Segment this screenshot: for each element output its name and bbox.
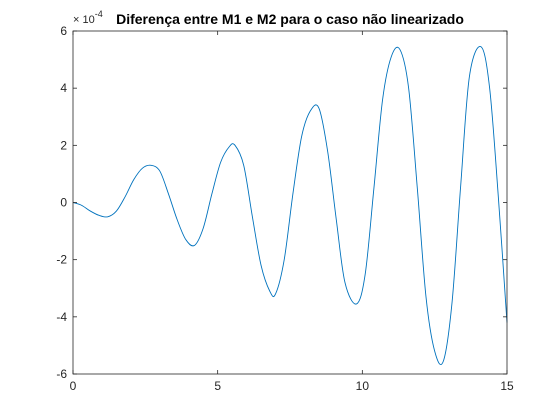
y-exponent-base: × 10 [73, 14, 95, 26]
series-line [72, 46, 508, 365]
y-tick-label: 4 [60, 81, 67, 95]
y-tick-label: 0 [60, 196, 67, 210]
y-tick-label: -4 [56, 310, 67, 324]
y-tick-label: -2 [56, 253, 67, 267]
y-tick-label: 6 [60, 24, 67, 38]
series-layer [72, 46, 508, 365]
x-tick-label: 5 [214, 379, 221, 393]
x-tick-label: 0 [70, 379, 77, 393]
chart-title: Diferença entre M1 e M2 para o caso não … [116, 11, 464, 27]
plot-area [73, 31, 507, 374]
y-tick-label: -6 [56, 367, 67, 381]
y-exponent-label: × 10-4 [73, 9, 103, 26]
y-exponent-power: -4 [95, 9, 103, 19]
x-tick-label: 15 [500, 379, 514, 393]
ticks-layer: 0 5 10 15 -6 -4 -2 0 2 4 6 [56, 24, 514, 393]
x-tick-label: 10 [356, 379, 370, 393]
y-tick-label: 2 [60, 138, 67, 152]
